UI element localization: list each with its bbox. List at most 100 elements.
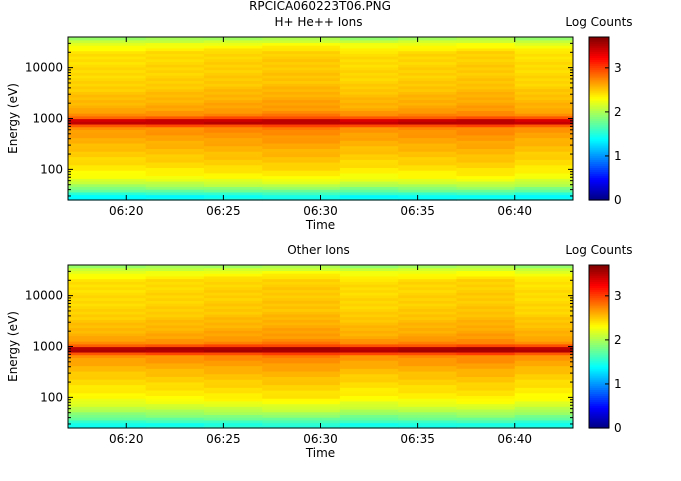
heatmap-cell — [145, 422, 205, 426]
heatmap-cell — [203, 273, 263, 277]
colorbar-segment — [589, 285, 609, 289]
heatmap-cell — [145, 47, 205, 52]
heatmap-cell — [262, 104, 341, 109]
heatmap-cell — [514, 335, 574, 339]
heatmap-cell — [514, 183, 574, 188]
heatmap-cell — [514, 113, 574, 117]
heatmap-cell — [145, 91, 205, 95]
x-tick-label: 06:20 — [109, 204, 144, 218]
heatmap-cell — [203, 45, 263, 49]
colorbar-segment — [589, 118, 609, 122]
heatmap-cell — [145, 77, 205, 82]
heatmap-cell — [514, 170, 574, 174]
colorbar-segment — [589, 275, 609, 278]
heatmap-cell — [514, 47, 574, 52]
heatmap-cell — [145, 338, 205, 342]
heatmap-cell — [68, 172, 147, 177]
heatmap-cell — [339, 126, 399, 130]
heatmap-cell — [203, 392, 263, 396]
heatmap-cell — [262, 151, 341, 155]
heatmap-cell — [398, 170, 457, 174]
colorbar-segment — [589, 175, 609, 179]
colorbar-segment — [589, 96, 609, 99]
heatmap-cell — [262, 403, 341, 407]
heatmap-cell — [203, 123, 263, 128]
heatmap-cell — [514, 140, 574, 144]
heatmap-cell — [456, 159, 516, 163]
heatmap-cell — [68, 403, 147, 407]
heatmap-cell — [203, 395, 263, 399]
heatmap-cell — [339, 343, 399, 348]
colorbar-segment — [589, 85, 609, 89]
colorbar-segment — [589, 83, 609, 87]
heatmap-cell — [339, 161, 399, 166]
heatmap-cell — [398, 335, 457, 339]
heatmap-cell — [203, 294, 263, 299]
colorbar-segment — [589, 405, 609, 409]
heatmap-cell — [203, 140, 263, 144]
heatmap-cell — [262, 148, 341, 152]
heatmap-cell — [262, 384, 341, 388]
heatmap-cell — [398, 365, 457, 369]
heatmap-cell — [145, 275, 205, 280]
colorbar-segment — [589, 89, 609, 93]
colorbar-segment — [589, 161, 609, 164]
heatmap-cell — [456, 322, 516, 326]
heatmap-cell — [514, 156, 574, 160]
heatmap-cell — [339, 88, 399, 92]
heatmap-cell — [339, 368, 399, 372]
heatmap-cell — [514, 99, 574, 103]
heatmap-cell — [203, 313, 263, 318]
heatmap-cell — [68, 37, 147, 41]
heatmap-cell — [456, 360, 516, 364]
heatmap-cell — [514, 392, 574, 396]
colorbar-segment — [589, 138, 609, 142]
heatmap-cell — [68, 88, 147, 92]
heatmap-cell — [145, 267, 205, 272]
heatmap-cell — [203, 365, 263, 369]
heatmap-cell — [514, 351, 574, 356]
heatmap-cell — [398, 47, 457, 52]
heatmap-cell — [203, 180, 263, 185]
heatmap-cell — [398, 145, 457, 149]
heatmap-cell — [339, 61, 399, 65]
heatmap-cell — [456, 37, 516, 41]
heatmap-cell — [203, 194, 263, 198]
heatmap-cell — [262, 275, 341, 280]
colorbar-segment — [589, 177, 609, 181]
heatmap-cell — [68, 294, 147, 299]
heatmap-cell — [514, 172, 574, 177]
colorbar-segment — [589, 328, 609, 331]
heatmap-cell — [514, 58, 574, 63]
heatmap-cell — [514, 137, 574, 141]
heatmap-cell — [203, 419, 263, 424]
heatmap-cell — [68, 400, 147, 405]
heatmap-cell — [145, 102, 205, 106]
heatmap-cell — [68, 357, 147, 361]
heatmap-cell — [145, 170, 205, 174]
colorbar-segment — [589, 53, 609, 56]
heatmap-cell — [456, 349, 516, 353]
heatmap-cell — [339, 107, 399, 111]
heatmap-cell — [203, 94, 263, 98]
heatmap-cell — [68, 126, 147, 130]
heatmap-cell — [203, 330, 263, 334]
colorbar-segment — [589, 399, 609, 403]
heatmap-cell — [262, 278, 341, 282]
heatmap-cell — [514, 77, 574, 82]
heatmap-cell — [68, 417, 147, 421]
heatmap-cell — [262, 99, 341, 103]
heatmap-cell — [514, 305, 574, 310]
colorbar-segment — [589, 326, 609, 329]
heatmap-cell — [456, 153, 516, 158]
heatmap-cell — [68, 99, 147, 103]
heatmap-cell — [456, 387, 516, 391]
colorbar-segment — [589, 348, 609, 352]
heatmap-cell — [456, 123, 516, 128]
heatmap-cell — [456, 191, 516, 196]
colorbar-segment — [589, 191, 609, 195]
heatmap-cell — [456, 83, 516, 87]
heatmap-cell — [262, 411, 341, 416]
heatmap-cell — [339, 349, 399, 353]
heatmap-cell — [203, 137, 263, 141]
